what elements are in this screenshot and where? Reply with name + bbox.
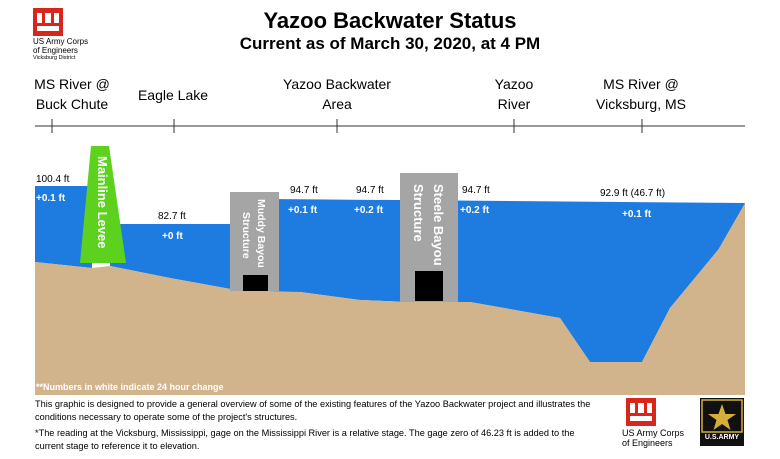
reading-backwater-stage: 94.7 ft: [356, 185, 384, 196]
castle-icon: [626, 398, 656, 426]
steele-bayou-label-1: Steele Bayou: [431, 184, 446, 266]
reading-vicksburg-change: +0.1 ft: [622, 209, 652, 220]
army-star-icon: [701, 399, 743, 433]
steele-bayou-gate: [415, 271, 443, 301]
reading-eagle-lake-stage: 82.7 ft: [158, 211, 186, 222]
footer-usace-line2: of Engineers: [622, 438, 673, 448]
reading-buck-chute-change: +0.1 ft: [36, 193, 66, 204]
usace-name-line1: US Army Corps: [33, 37, 89, 46]
levee-label: Mainline Levee: [95, 156, 110, 248]
army-wordmark: U.S.ARMY: [704, 434, 740, 441]
usace-logo-footer: US Army Corps of Engineers: [622, 398, 694, 448]
location-eagle-lake: Eagle Lake: [137, 87, 209, 103]
page-subtitle: Current as of March 30, 2020, at 4 PM: [239, 34, 541, 53]
reading-buck-chute-stage: 100.4 ft: [36, 174, 70, 185]
us-army-logo: U.S.ARMY: [700, 398, 744, 446]
muddy-bayou-gate: [243, 275, 268, 291]
location-vicksburg: MS River @ Vicksburg, MS: [596, 76, 686, 112]
reading-vicksburg-stage: 92.9 ft (46.7 ft): [600, 188, 665, 199]
usace-district: Vicksburg District: [33, 55, 76, 61]
reading-muddy-bayou-stage: 94.7 ft: [290, 185, 318, 196]
footnote-overview: This graphic is designed to provide a ge…: [35, 399, 591, 422]
water-backwater: [270, 199, 745, 362]
muddy-bayou-label-2: Structure: [240, 212, 252, 259]
location-buck-chute: MS River @ Buck Chute: [34, 76, 110, 112]
water-eagle-lake: [110, 224, 236, 290]
usace-logo: US Army Corps of Engineers Vicksburg Dis…: [33, 8, 93, 62]
muddy-bayou-structure: [230, 192, 279, 291]
reading-yazoo-river-change: +0.2 ft: [460, 205, 490, 216]
steele-bayou-label-2: Structure: [411, 184, 426, 242]
reading-muddy-bayou-change: +0.1 ft: [288, 205, 318, 216]
location-yazoo-river: Yazoo River: [494, 76, 534, 112]
page-title: Yazoo Backwater Status: [263, 8, 517, 33]
reading-backwater-change: +0.2 ft: [354, 205, 384, 216]
usace-name-line2: of Engineers: [33, 45, 78, 55]
ground: [35, 203, 745, 395]
location-yazoo-backwater: Yazoo Backwater Area: [283, 76, 391, 112]
mainline-levee: [80, 146, 126, 263]
muddy-bayou-label-1: Muddy Bayou: [255, 199, 267, 268]
footer-usace-line1: US Army Corps: [622, 428, 685, 438]
water-buck-chute: [35, 186, 92, 268]
reading-eagle-lake-change: +0 ft: [162, 231, 184, 242]
footnote-gage: *The reading at the Vicksburg, Mississip…: [35, 428, 575, 451]
legend-note: **Numbers in white indicate 24 hour chan…: [36, 382, 224, 392]
castle-icon: [33, 8, 63, 36]
reading-yazoo-river-stage: 94.7 ft: [462, 185, 490, 196]
